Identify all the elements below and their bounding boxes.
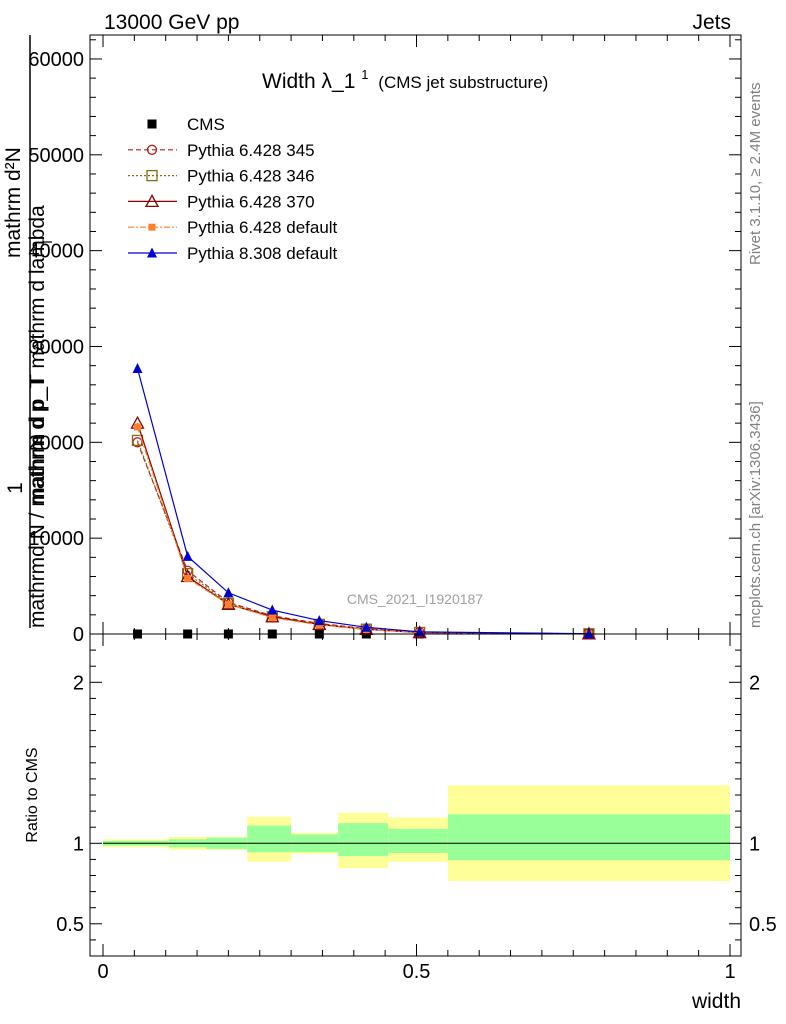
ratio-y-tick-labels-left: 0.5 1 2 <box>56 672 84 936</box>
ratio-y-tick-labels-right: 0.5 1 2 <box>749 672 777 936</box>
x-axis-label: width <box>691 990 741 1013</box>
data-point-p8 <box>314 615 325 626</box>
series-line-pdef <box>136 426 589 635</box>
plot-title-main: Width λ_1 <box>262 70 355 93</box>
main-y-tick-label: 20000 <box>28 432 84 454</box>
ratio-y-ticks <box>90 649 741 941</box>
data-point-p8 <box>132 363 143 374</box>
ratio-band-inner <box>447 814 730 861</box>
ratio-x-tick-label: 1 <box>724 961 735 983</box>
mcplots-label: mcplots.cern.ch [arXiv:1306.3436] <box>747 401 764 628</box>
ratio-bands <box>103 785 730 882</box>
main-y-tick-label: 50000 <box>28 145 84 167</box>
plot-title-sub: (CMS jet substructure) <box>378 73 548 92</box>
data-point-p8 <box>361 621 372 632</box>
ratio-x-tick-label: 0.5 <box>403 961 431 983</box>
ratio-y-tick-label: 1 <box>73 833 84 855</box>
data-point-pdef <box>133 423 141 431</box>
ratio-x-tick-labels: 0 0.5 1 <box>97 961 735 983</box>
y-label-numerator-2: mathrm d p_T mathrm d lambda <box>26 205 49 505</box>
data-point-pdef <box>184 574 192 582</box>
plot-title-sup: 1 <box>361 67 368 82</box>
ratio-y-tick-label-right: 0.5 <box>749 914 777 936</box>
plot-title: Width λ_1 1 (CMS jet substructure) <box>262 61 548 93</box>
data-point-p8 <box>182 550 193 561</box>
legend-marker-p370 <box>144 194 160 208</box>
ratio-y-tick-label: 2 <box>73 672 84 694</box>
y-label-numerator: mathrm d²N <box>2 147 25 258</box>
main-y-tick-label: 10000 <box>28 528 84 550</box>
ratio-y-axis-label: Ratio to CMS <box>24 747 41 842</box>
main-y-ticks <box>90 39 741 635</box>
legend-label-cms: CMS <box>187 115 225 134</box>
header-right: Jets <box>692 11 731 34</box>
ratio-y-tick-label-right: 1 <box>749 833 760 855</box>
ratio-panel: 0.512 0.512 0 0.5 1 Ratio to CMS width <box>24 633 777 1013</box>
rivet-label: Rivet 3.1.10, ≥ 2.4M events <box>747 83 764 266</box>
legend-label-p8: Pythia 8.308 default <box>187 244 338 263</box>
data-point-pdef <box>224 600 232 608</box>
ratio-y-tick-label-right: 2 <box>749 672 760 694</box>
ratio-y-tick-label: 0.5 <box>56 914 84 936</box>
ratio-band-inner <box>388 828 448 853</box>
series-line-p345 <box>136 442 589 635</box>
main-y-tick-label: 0 <box>73 624 84 646</box>
legend-label-pdef: Pythia 6.428 default <box>187 218 338 237</box>
main-y-tick-label: 40000 <box>28 241 84 263</box>
legend-marker-p346 <box>146 169 158 182</box>
ratio-band-inner <box>338 823 389 857</box>
ratio-x-ticks <box>102 634 731 956</box>
main-y-tick-labels: 0 10000 20000 30000 40000 50000 60000 <box>28 49 84 646</box>
main-y-axis-label: 1 mathrm d²N mathrm d p_T mathrm d lambd… <box>2 35 55 628</box>
legend-marker-p8 <box>147 247 157 258</box>
legend-marker-cms <box>147 119 157 129</box>
y-label-subscript-t: T <box>39 237 55 246</box>
main-y-tick-label: 30000 <box>28 336 84 358</box>
ratio-band-inner <box>247 825 292 853</box>
series-line-p8 <box>136 368 589 635</box>
data-point-pdef <box>268 614 276 622</box>
legend-marker-p345 <box>146 144 158 155</box>
y-label-denominator: mathrmd N / mathrm d p_T <box>26 376 49 628</box>
legend: CMS Pythia 6.428 345 Pythia 6.428 346 Pythi… <box>128 115 338 263</box>
watermark: CMS_2021_I1920187 <box>347 591 483 607</box>
main-panel: 0 10000 20000 30000 40000 50000 60000 Width λ_… <box>28 34 742 646</box>
main-y-tick-label: 60000 <box>28 49 84 71</box>
data-point-p8 <box>583 628 594 639</box>
legend-marker-pdef <box>148 223 156 231</box>
ratio-x-tick-label: 0 <box>97 961 108 983</box>
legend-label-p370: Pythia 6.428 370 <box>187 192 315 211</box>
legend-label-p345: Pythia 6.428 345 <box>187 141 315 160</box>
data-point-p8 <box>223 587 234 598</box>
header-left: 13000 GeV pp <box>104 11 239 34</box>
y-label-top: 1 <box>4 482 27 494</box>
legend-label-p346: Pythia 6.428 346 <box>187 167 315 186</box>
data-point-p8 <box>267 604 278 615</box>
